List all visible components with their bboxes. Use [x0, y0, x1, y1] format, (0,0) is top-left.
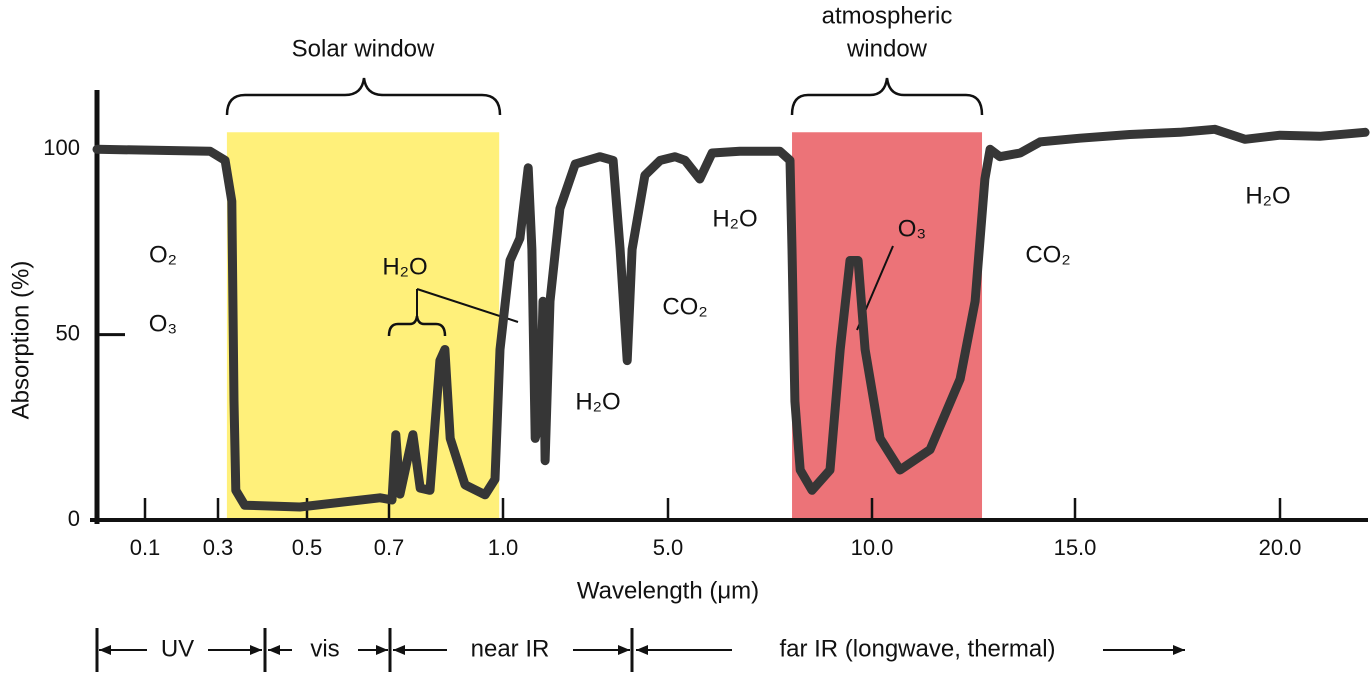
band-label: vis: [310, 635, 339, 662]
x-tick-label: 0.5: [292, 535, 323, 560]
region-label: atmospheric: [822, 2, 953, 29]
x-axis-label: Wavelength (μm): [577, 577, 759, 604]
y-tick-label: 50: [56, 320, 80, 345]
absorber-label: O₃: [898, 215, 926, 242]
band-label: UV: [161, 635, 194, 662]
absorber-label: O₂: [149, 241, 177, 268]
arrow-head: [618, 645, 630, 655]
x-tick-label: 0.1: [130, 535, 161, 560]
brace: [790, 77, 984, 116]
region: [792, 132, 983, 521]
y-tick-label: 100: [43, 135, 80, 160]
x-tick-label: 15.0: [1054, 535, 1097, 560]
y-tick-label: 0: [68, 506, 80, 531]
x-tick-label: 1.0: [488, 535, 519, 560]
absorber-label: H₂O: [575, 388, 620, 415]
absorber-label: CO₂: [1025, 241, 1070, 268]
band-label: far IR (longwave, thermal): [779, 635, 1055, 662]
y-axis-label: Absorption (%): [7, 261, 34, 420]
absorber-label: CO₂: [662, 293, 707, 320]
absorber-label: H₂O: [712, 205, 757, 232]
x-tick-label: 0.7: [374, 535, 405, 560]
x-tick-label: 5.0: [653, 535, 684, 560]
arrow-head: [636, 645, 648, 655]
arrow-head: [268, 645, 280, 655]
x-tick-label: 0.3: [203, 535, 234, 560]
absorber-label: H₂O: [1245, 182, 1290, 209]
x-tick-label: 10.0: [851, 535, 894, 560]
arrow-head: [99, 645, 111, 655]
brace: [225, 77, 502, 116]
x-tick-label: 20.0: [1259, 535, 1302, 560]
absorber-label: H₂O: [382, 253, 427, 280]
region-label: Solar window: [292, 35, 435, 62]
region-label: window: [846, 35, 928, 62]
absorption-line: [92, 124, 1370, 512]
arrow-head: [376, 645, 388, 655]
arrow-head: [1173, 645, 1185, 655]
arrow-head: [250, 645, 262, 655]
arrow-head: [393, 645, 405, 655]
band-label: near IR: [471, 635, 550, 662]
absorber-label: O₃: [149, 310, 177, 337]
